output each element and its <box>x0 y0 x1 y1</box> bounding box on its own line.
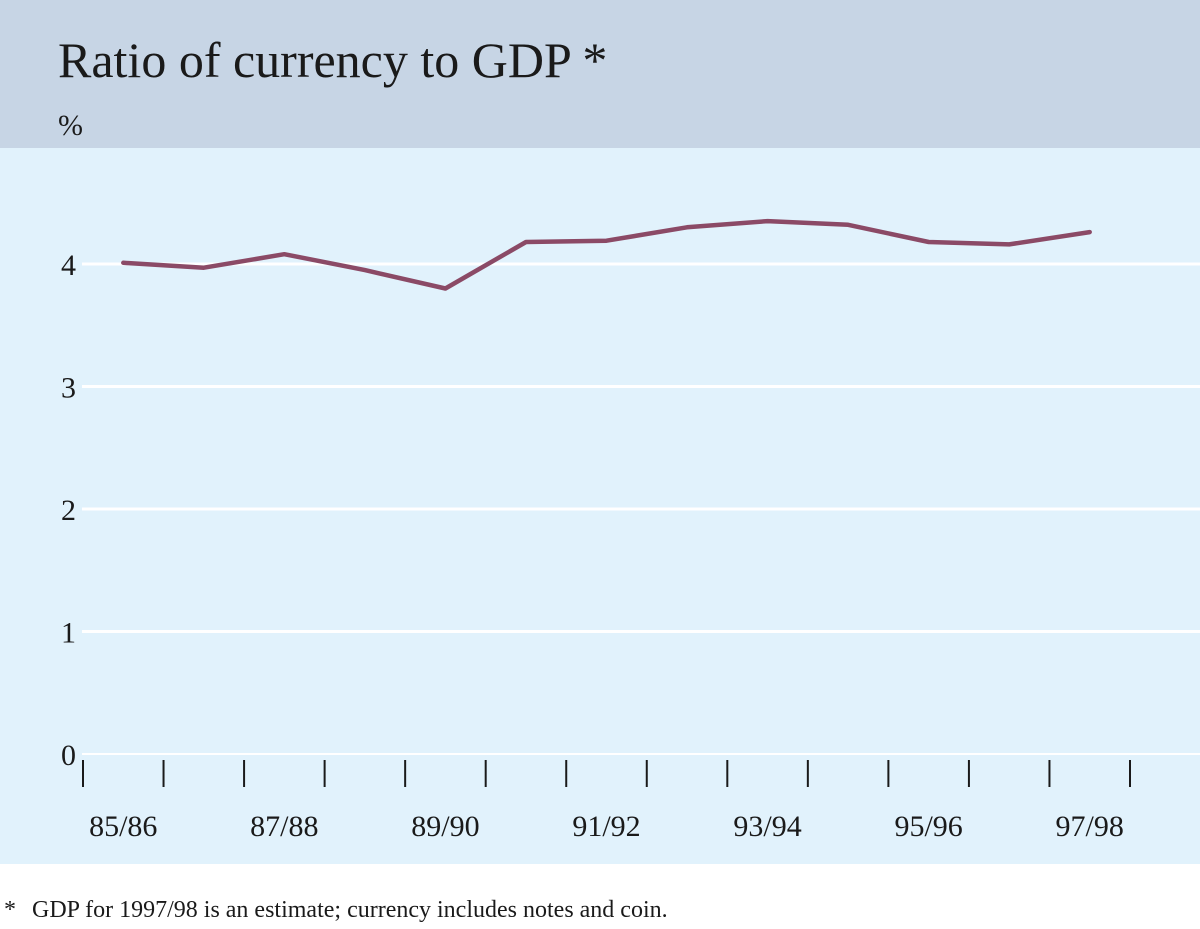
x-tick-label-97-98: 97/98 <box>1056 810 1124 843</box>
series <box>121 218 1092 291</box>
y-tick-label-0: 0 <box>61 739 76 772</box>
footnote: * GDP for 1997/98 is an estimate; currenc… <box>4 895 668 925</box>
x-tick-marks <box>82 760 1131 787</box>
footnote-text: GDP for 1997/98 is an estimate; currency… <box>32 897 668 923</box>
gridlines <box>82 262 1200 755</box>
x-tick-label-85-86: 85/86 <box>89 810 157 843</box>
y-tick-label-4: 4 <box>61 249 76 282</box>
y-tick-label-2: 2 <box>61 494 76 527</box>
y-axis-unit-label: % <box>58 109 83 142</box>
x-tick-label-87-88: 87/88 <box>250 810 318 843</box>
series-line-0 <box>121 218 1092 291</box>
chart-header: Ratio of currency to GDP * % <box>0 0 1200 148</box>
x-tick-label-91-92: 91/92 <box>572 810 640 843</box>
x-tick-label-89-90: 89/90 <box>411 810 479 843</box>
line-chart: 0 1 2 3 4 85/86 87/88 89/90 91/92 93/94 95/96 97/9… <box>61 218 1200 843</box>
x-tick-labels: 85/86 87/88 89/90 91/92 93/94 95/96 97/98 <box>89 810 1124 843</box>
y-tick-label-3: 3 <box>61 372 76 405</box>
chart-title: Ratio of currency to GDP * <box>58 32 608 88</box>
y-tick-label-1: 1 <box>61 617 76 650</box>
y-tick-labels: 0 1 2 3 4 <box>61 249 76 772</box>
x-tick-label-93-94: 93/94 <box>733 810 801 843</box>
footnote-mark: * <box>4 897 16 923</box>
x-tick-label-95-96: 95/96 <box>894 810 962 843</box>
